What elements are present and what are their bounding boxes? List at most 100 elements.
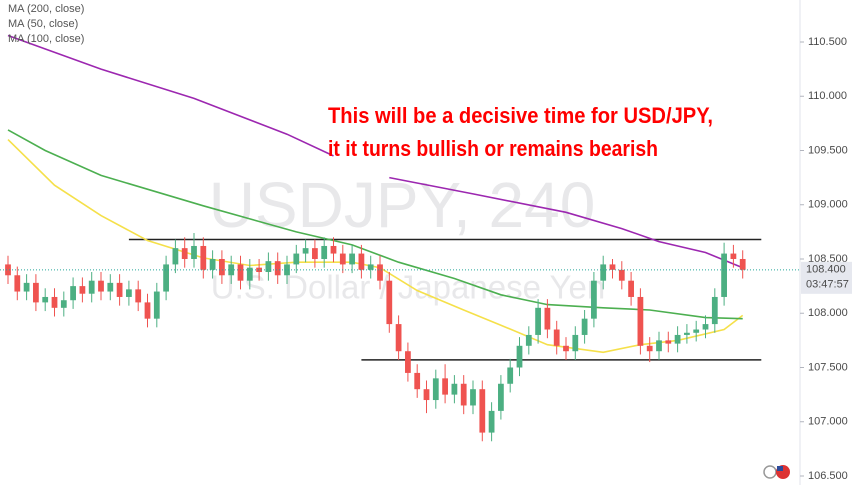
candle-body bbox=[330, 245, 337, 254]
candle-body bbox=[163, 264, 169, 292]
candle-body bbox=[516, 345, 523, 368]
candle-body bbox=[274, 261, 281, 276]
candle-body bbox=[126, 289, 132, 297]
candle-body bbox=[42, 296, 49, 303]
candle-body bbox=[237, 264, 244, 281]
candle-body bbox=[23, 282, 30, 292]
y-tick-label: 109.000 bbox=[808, 199, 848, 211]
candle-body bbox=[339, 253, 346, 265]
icon bbox=[777, 466, 783, 471]
last-price-label: 108.400 bbox=[806, 264, 846, 276]
y-tick-label: 106.500 bbox=[808, 470, 848, 482]
candle-body bbox=[5, 264, 11, 276]
candle-body bbox=[60, 300, 67, 308]
candle-body bbox=[33, 282, 39, 303]
y-tick-label: 107.500 bbox=[808, 361, 848, 373]
candle-body bbox=[656, 340, 662, 352]
candle-body bbox=[349, 253, 355, 265]
candle-body bbox=[498, 383, 504, 411]
candle-body bbox=[432, 378, 439, 401]
candle-body bbox=[535, 307, 541, 335]
legend-entry: MA (100, close) bbox=[8, 33, 84, 45]
candle-body bbox=[591, 280, 597, 319]
candle-body bbox=[460, 383, 467, 406]
annotation: This will be a decisive time for USD/JPY… bbox=[328, 103, 713, 161]
candle-body bbox=[525, 334, 532, 346]
legend-entry: MA (50, close) bbox=[8, 18, 78, 30]
candle-body bbox=[256, 267, 262, 273]
candle-body bbox=[451, 383, 458, 395]
candle-body bbox=[414, 372, 421, 390]
y-tick-label: 109.500 bbox=[808, 144, 848, 156]
watermark-subtitle: U.S. Dollar / Japanese Yen bbox=[211, 269, 605, 306]
candle-body bbox=[153, 291, 160, 319]
candle-body bbox=[358, 253, 365, 270]
candle-body bbox=[395, 324, 402, 352]
candle-body bbox=[609, 264, 616, 270]
candle-body bbox=[674, 334, 681, 344]
candle-body bbox=[470, 389, 476, 406]
annotation-line: it it turns bullish or remains bearish bbox=[328, 136, 658, 161]
candle-body bbox=[730, 253, 737, 259]
candle-body bbox=[312, 248, 318, 259]
candle-body bbox=[646, 345, 653, 352]
candle-body bbox=[581, 318, 588, 335]
y-tick-label: 110.000 bbox=[808, 90, 847, 102]
candle-body bbox=[209, 258, 216, 270]
candle-body bbox=[423, 389, 430, 401]
candle-body bbox=[563, 345, 569, 352]
legend: MA (200, close) MA (50, close) MA (100, cl… bbox=[8, 3, 84, 45]
candle-body bbox=[386, 280, 393, 325]
candle-body bbox=[116, 282, 123, 297]
candle-body bbox=[219, 258, 225, 276]
candle-body bbox=[200, 245, 207, 270]
candle-body bbox=[135, 289, 142, 303]
candle-body bbox=[107, 282, 114, 292]
candle-body bbox=[377, 264, 383, 281]
price-axis: 106.500107.000107.500108.000108.500109.0… bbox=[800, 36, 852, 482]
candle-body bbox=[488, 410, 495, 433]
candle-body bbox=[479, 389, 486, 433]
candle-body bbox=[14, 275, 21, 292]
candle-body bbox=[293, 253, 300, 265]
candle-body bbox=[711, 296, 718, 325]
candle-body bbox=[181, 248, 188, 259]
candle-body bbox=[721, 253, 727, 297]
candle-body bbox=[544, 307, 551, 330]
footer-icons bbox=[763, 465, 790, 479]
candle-body bbox=[628, 280, 634, 297]
candle-body bbox=[321, 245, 328, 259]
candle-body bbox=[693, 329, 700, 333]
last-price-box bbox=[801, 261, 852, 294]
candle-body bbox=[600, 264, 607, 281]
candle-body bbox=[507, 367, 514, 384]
plot-area bbox=[0, 34, 800, 442]
candle-body bbox=[265, 261, 272, 273]
candle-body bbox=[442, 378, 448, 395]
y-tick-label: 107.000 bbox=[808, 416, 848, 428]
candle-body bbox=[172, 248, 179, 265]
watermark: USDJPY, 240 U.S. Dollar / Japanese Yen bbox=[209, 169, 606, 306]
icon bbox=[763, 465, 777, 479]
candle-body bbox=[684, 332, 690, 335]
candle-body bbox=[246, 267, 253, 281]
candle-body bbox=[302, 248, 309, 254]
ma-line bbox=[7, 139, 744, 354]
candle-body bbox=[88, 280, 95, 294]
candle-body bbox=[739, 258, 746, 270]
y-tick-label: 110.500 bbox=[808, 36, 847, 48]
candle-body bbox=[51, 296, 58, 308]
candle-body bbox=[618, 269, 625, 281]
candle-body bbox=[98, 280, 104, 292]
countdown-label: 03:47:57 bbox=[806, 279, 849, 291]
legend-entry: MA (200, close) bbox=[8, 3, 84, 15]
candle-body bbox=[702, 324, 709, 330]
candle-body bbox=[70, 286, 76, 301]
annotation-line: This will be a decisive time for USD/JPY… bbox=[328, 103, 713, 128]
candle-body bbox=[405, 351, 411, 373]
candle-body bbox=[144, 302, 151, 319]
candle-body bbox=[637, 296, 644, 346]
candle-body bbox=[284, 264, 290, 276]
